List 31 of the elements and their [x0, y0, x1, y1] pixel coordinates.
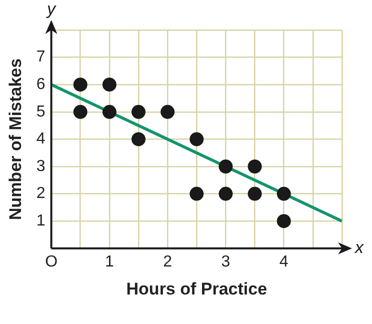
point — [132, 132, 146, 146]
point — [218, 160, 233, 174]
y-tick-label: 4 — [36, 130, 46, 148]
y-tick-label: 3 — [36, 158, 46, 175]
point — [218, 186, 233, 201]
x-axis-title: Hours of Practice — [126, 279, 268, 298]
point — [160, 104, 175, 119]
x-tick-label: 4 — [279, 253, 288, 270]
y-tick-label: 2 — [36, 185, 46, 202]
y-axis-title: Number of Mistakes — [6, 58, 25, 220]
point — [248, 186, 262, 201]
point — [190, 186, 204, 201]
x-tick-label: 1 — [104, 253, 114, 270]
y-tick-label: 6 — [36, 76, 46, 94]
x-tick-label: 2 — [163, 253, 172, 270]
text: x — [354, 238, 364, 258]
point — [248, 160, 262, 174]
y-tick-label: 5 — [36, 103, 46, 120]
point — [276, 214, 291, 228]
point — [102, 78, 116, 92]
point — [73, 104, 88, 119]
y-tick-label: 1 — [36, 212, 46, 230]
point — [102, 104, 116, 119]
point — [276, 186, 291, 201]
text: y — [46, 0, 58, 19]
point — [73, 78, 88, 92]
x-tick-label: O — [45, 253, 58, 270]
x-tick-label: 3 — [221, 253, 230, 270]
point — [190, 132, 204, 146]
point — [132, 104, 146, 119]
y-tick-label: 7 — [36, 48, 46, 66]
